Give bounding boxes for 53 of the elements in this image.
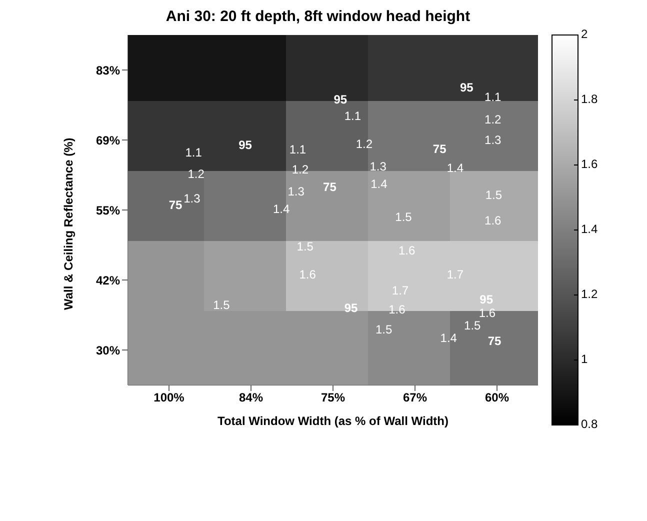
annotation: 95 — [344, 300, 358, 315]
annotation: 1.3 — [184, 192, 201, 206]
annotation: 1.5 — [375, 322, 393, 337]
annotation: 1.5 — [395, 210, 412, 224]
annotation: 75 — [432, 142, 447, 156]
annotation: 1.1 — [289, 142, 306, 157]
x-tick-label: 84% — [238, 390, 264, 405]
annotation: 75 — [488, 334, 502, 348]
annotation: 1.5 — [296, 239, 314, 254]
annotation: 1.1 — [344, 109, 362, 124]
x-tick-label: 67% — [402, 390, 428, 405]
annotation: 95 — [460, 80, 474, 94]
annotation: 1.3 — [370, 159, 387, 174]
annotation: 1.1 — [484, 90, 502, 104]
x-tick-label: 75% — [320, 390, 346, 405]
annotation: 1.5 — [485, 188, 502, 202]
annotation: 1.3 — [288, 184, 305, 199]
x-axis-title: Total Window Width (as % of Wall Width) — [218, 414, 448, 428]
annotation: 1.5 — [213, 298, 230, 312]
annotation: 1.5 — [464, 318, 482, 332]
annotation: 95 — [334, 92, 348, 106]
x-tick-label: 100% — [154, 390, 185, 405]
annotation: 1.1 — [185, 145, 202, 160]
colorbar: 0.8 1 1.2 1.4 1.6 1.8 2 — [548, 25, 618, 465]
color-bar-label: 1 — [581, 352, 588, 366]
y-tick-label: 83% — [96, 63, 120, 78]
annotation: 1.6 — [299, 267, 316, 282]
color-bar-label: 1.8 — [581, 92, 598, 106]
annotation: 1.4 — [446, 160, 464, 175]
annotation: 75 — [168, 198, 183, 212]
annotation: 1.2 — [356, 137, 373, 152]
annotation: 95 — [238, 138, 252, 152]
y-tick-label: 30% — [96, 343, 120, 358]
color-bar-label: 2 — [581, 27, 588, 42]
y-axis-title: Wall & Ceiling Reflectance (%) — [61, 138, 76, 310]
annotation: 1.2 — [484, 112, 502, 127]
annotation: 1.2 — [292, 162, 309, 176]
color-bar-label: 1.6 — [581, 157, 598, 172]
annotation: 1.4 — [272, 202, 290, 216]
annotation: 75 — [323, 180, 337, 194]
color-bar-label: 1.2 — [581, 287, 598, 302]
y-tick-label: 55% — [96, 203, 120, 218]
y-tick-label: 42% — [96, 273, 120, 288]
annotation: 1.2 — [188, 167, 205, 182]
annotation: 1.6 — [484, 213, 502, 228]
y-tick-label: 69% — [96, 133, 120, 148]
annotation: 1.4 — [440, 330, 458, 345]
chart-title: Ani 30: 20 ft depth, 8ft window head height — [164, 8, 472, 25]
color-bar-label: 1.4 — [581, 222, 598, 236]
annotation: 1.3 — [484, 132, 502, 147]
x-tick-label: 60% — [484, 390, 510, 405]
annotation: 1.4 — [370, 176, 388, 191]
color-bar-label: 0.8 — [581, 417, 598, 432]
